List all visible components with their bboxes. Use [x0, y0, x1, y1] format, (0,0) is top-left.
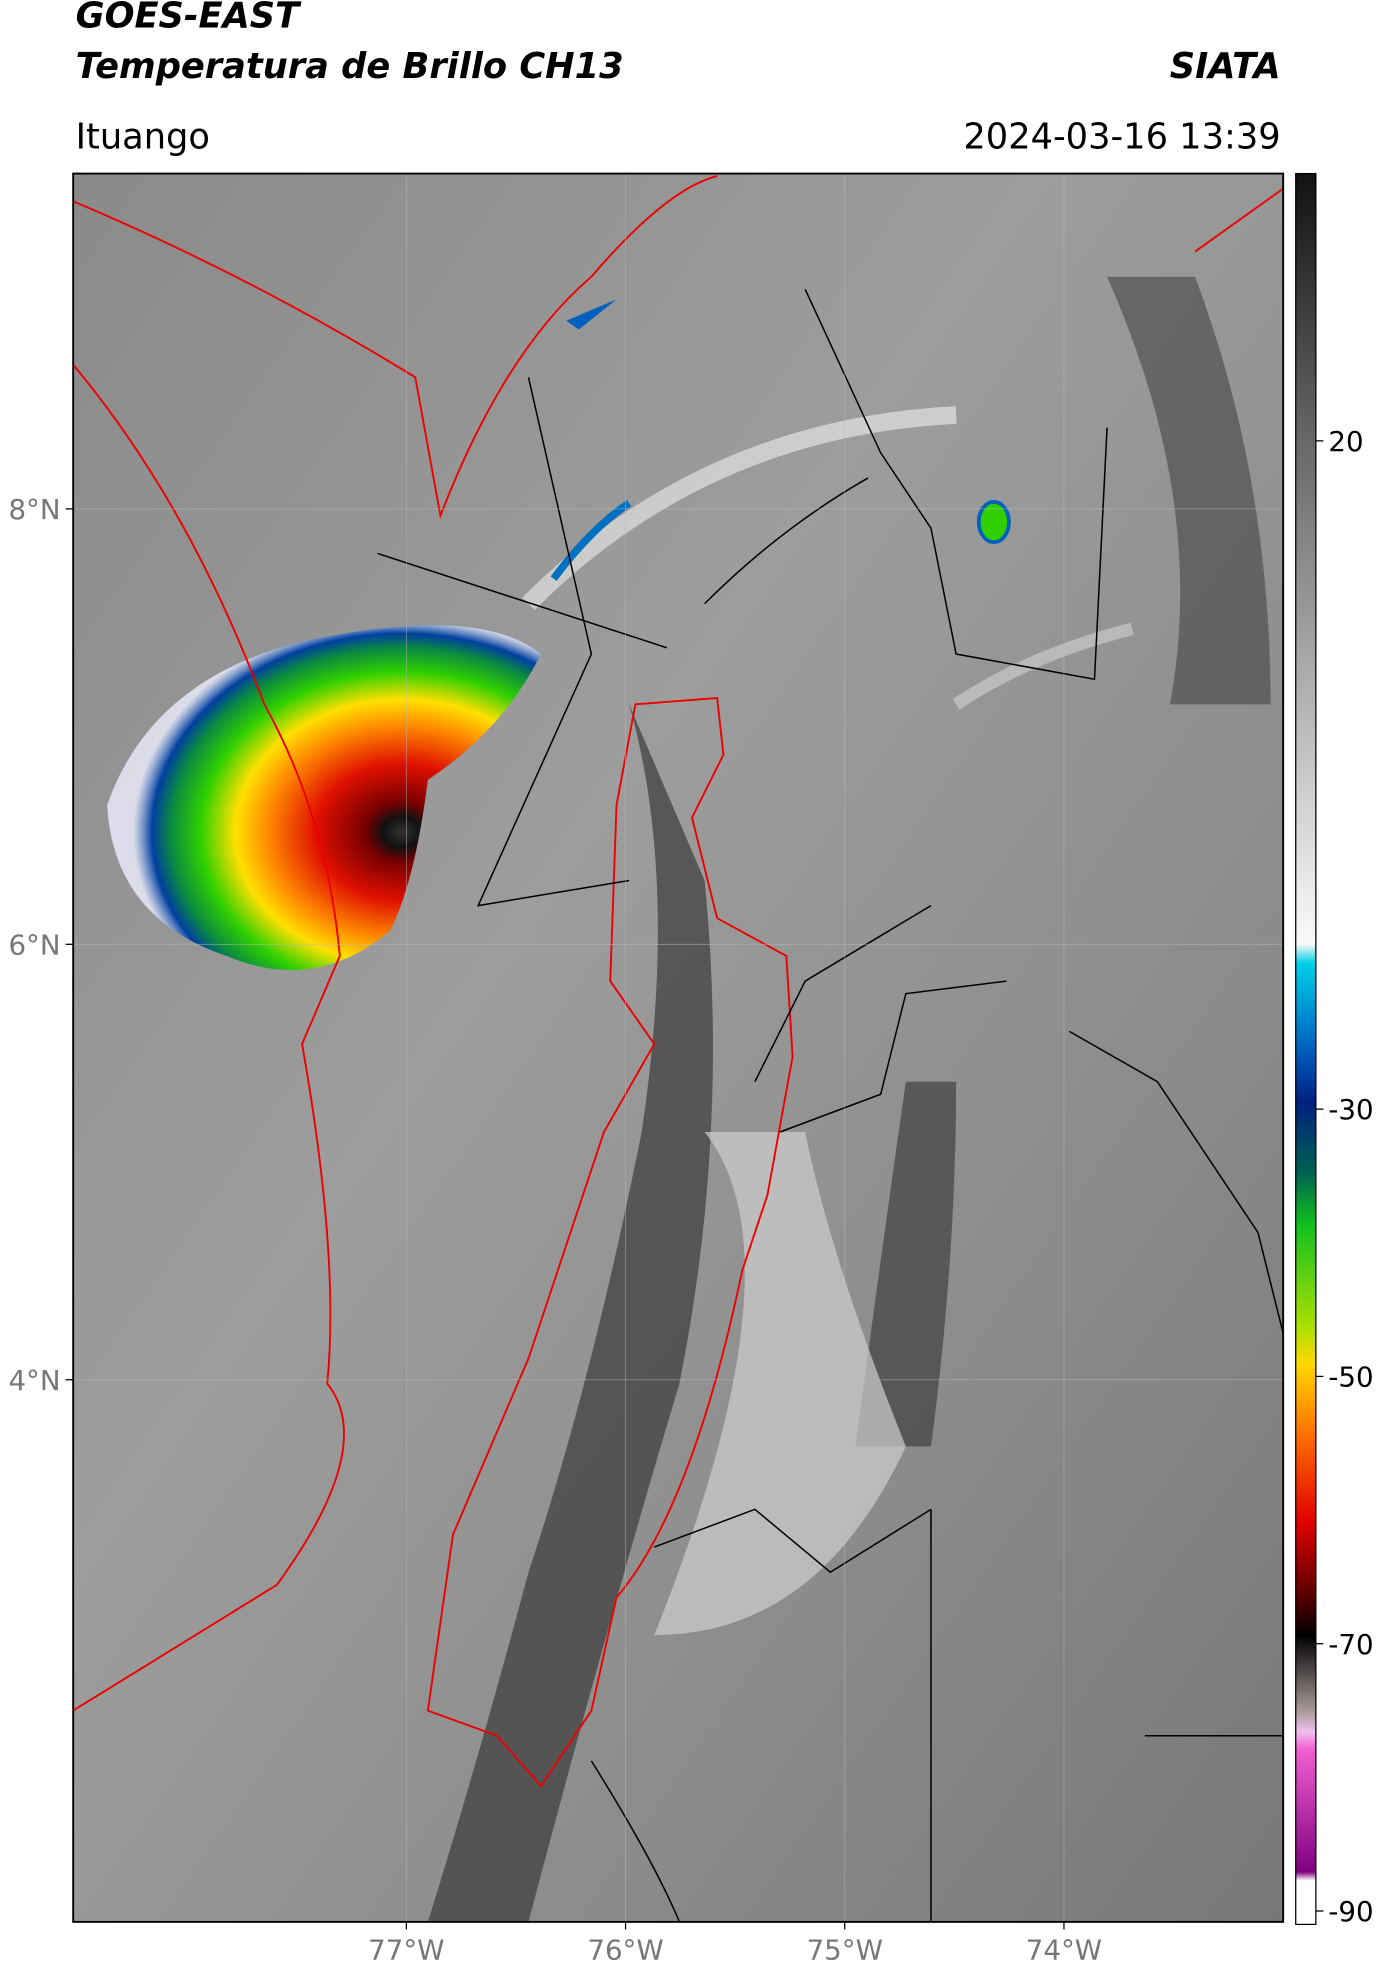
colorbar-tick-label: 20 — [1328, 425, 1363, 458]
colorbar-tick-label: -50 — [1328, 1360, 1373, 1393]
subtitle: Temperatura de Brillo CH13 — [76, 46, 624, 87]
colorbar — [1295, 172, 1317, 1926]
source: SIATA — [1170, 46, 1281, 87]
y-tick-label: 4°N — [8, 1364, 60, 1397]
x-tick-label: 74°W — [1026, 1934, 1102, 1967]
colorbar-tick-label: -70 — [1328, 1628, 1373, 1661]
y-tick-label: 6°N — [8, 928, 60, 961]
x-tick-label: 77°W — [368, 1934, 444, 1967]
datetime: 2024-03-16 13:39 — [963, 116, 1280, 157]
x-tick-label: 76°W — [587, 1934, 663, 1967]
colorbar-tick-label: -30 — [1328, 1093, 1373, 1126]
colorbar-tick-label: -90 — [1328, 1895, 1373, 1928]
location: Ituango — [76, 116, 210, 157]
title: GOES-EAST — [76, 0, 302, 37]
x-tick-label: 75°W — [807, 1934, 883, 1967]
map-frame — [72, 172, 1285, 1923]
y-tick-label: 8°N — [8, 493, 60, 526]
map-image — [72, 173, 1284, 1923]
axis-ticks: 77°W 76°W 75°W 74°W 8°N 6°N 4°N 20 -30 -50 -70 -90 — [8, 173, 1374, 1967]
